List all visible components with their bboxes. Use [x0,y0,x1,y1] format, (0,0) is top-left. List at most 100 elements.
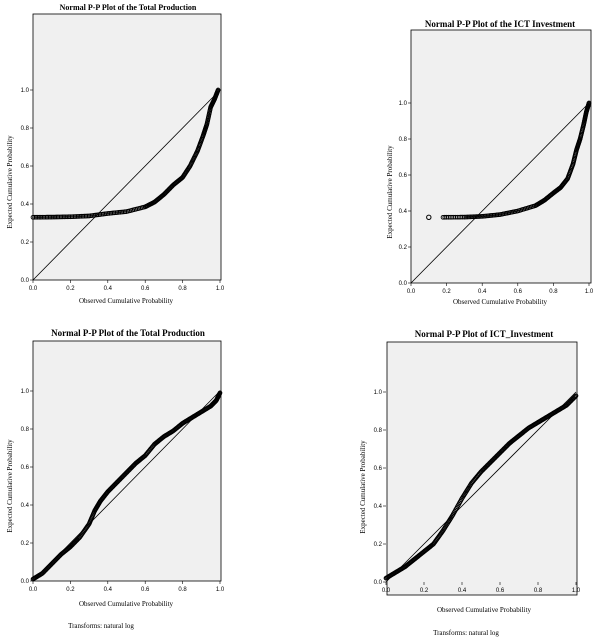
pp-plot-panel-1: Normal P-P Plot of the Total Production 0… [6,3,225,305]
data-point [61,214,67,220]
y-tick-label: 0.2 [21,240,30,246]
data-point [66,214,72,220]
x-tick-label: 0.2 [420,588,429,594]
data-point [75,214,81,219]
x-tick-label: 0.4 [104,286,113,292]
chart-title: Normal P-P Plot of the Total Production [60,3,197,12]
data-point [470,214,476,220]
data-point [46,214,51,220]
data-point [80,213,86,219]
x-tick-label: 0.0 [382,588,391,594]
x-tick-label: 0.0 [407,289,416,295]
data-point [463,214,469,220]
x-tick-label: 1.0 [572,588,581,594]
data-point [63,214,69,220]
y-tick-label: 0.4 [374,504,383,510]
data-point [462,214,467,220]
y-tick-label: 1.0 [21,88,30,94]
data-point [30,214,36,220]
y-tick-label: 0.2 [21,541,30,547]
data-point [60,214,65,220]
x-tick-label: 1.0 [216,286,225,292]
y-tick-label: 0.4 [399,209,408,215]
plot-area [410,29,592,284]
x-tick-label: 0.8 [178,286,187,292]
transform-note: Transforms: natural log [433,629,499,637]
data-point [217,390,223,396]
data-point [215,87,221,93]
data-point [83,213,89,219]
data-point [44,214,50,220]
data-point [49,214,55,220]
x-tick-label: 0.4 [104,587,113,593]
y-tick-label: 1.0 [374,390,383,396]
data-point [475,214,481,219]
data-point [82,213,87,219]
data-point [54,214,59,220]
data-point [33,214,39,220]
data-point [572,394,578,399]
data-point [467,214,473,220]
data-point [573,393,579,399]
reference-line [32,89,221,281]
x-tick-label: 0.0 [29,286,38,292]
reference-line [410,102,590,284]
data-point-outlier [426,214,432,221]
pp-plot-panel-4: Normal P-P Plot of ICT_Investment 0.0 0.2 0… [359,329,581,637]
data-point [476,214,482,219]
y-tick-label: 0.8 [21,427,30,433]
pp-plot-panel-2: Normal P-P Plot of the ICT Investment 0.0… [386,19,594,306]
plot-area [32,340,222,582]
data-point [473,214,479,219]
data-point [50,214,56,220]
y-tick-label: 0.0 [21,579,30,585]
reference-line [385,391,577,583]
y-tick-label: 0.6 [399,173,408,179]
x-tick-label: 0.6 [141,286,150,292]
y-tick-label: 0.6 [374,466,383,472]
y-tick-label: 0.2 [374,542,383,548]
y-tick-label: 0.0 [399,281,408,287]
x-tick-label: 0.8 [178,587,187,593]
data-point [72,214,78,219]
y-axis-label: Expected Cumulative Probability [6,135,14,229]
data-point [35,214,41,220]
data-point [55,214,61,220]
data-point [460,214,465,220]
x-axis-label: Observed Cumulative Probability [79,297,174,305]
y-axis-label: Expected Cumulative Probability [359,440,367,534]
pp-plot-panel-3: Normal P-P Plot of the Total Production 0… [6,328,225,630]
data-point [77,214,83,219]
data-point [466,214,472,220]
y-axis-label: Expected Cumulative Probability [386,145,394,239]
data-point [478,214,484,219]
data-point [38,214,44,220]
y-tick-label: 0.6 [21,465,30,471]
x-tick-label: 0.8 [549,289,558,295]
x-tick-label: 0.4 [478,289,487,295]
data-point [586,100,592,106]
data-point [74,214,79,219]
x-axis-label: Observed Cumulative Probability [453,298,548,306]
x-tick-label: 0.4 [458,588,467,594]
x-tick-label: 0.0 [29,587,38,593]
chart-title: Normal P-P Plot of the ICT Investment [425,19,575,29]
data-point [85,213,90,219]
data-point [39,214,45,220]
data-point [78,213,84,219]
chart-title: Normal P-P Plot of ICT_Investment [415,329,553,339]
data-point [36,214,42,220]
data-point [68,214,73,220]
data-point [64,214,70,220]
x-axis-label: Observed Cumulative Probability [437,606,532,614]
data-point [71,214,76,219]
data-point [69,214,75,220]
x-tick-label: 1.0 [216,587,225,593]
x-tick-label: 0.2 [66,286,75,292]
y-tick-label: 1.0 [399,101,408,107]
y-tick-label: 0.4 [21,503,30,509]
x-tick-label: 0.2 [66,587,75,593]
x-tick-label: 1.0 [585,289,594,295]
data-point [472,214,478,220]
